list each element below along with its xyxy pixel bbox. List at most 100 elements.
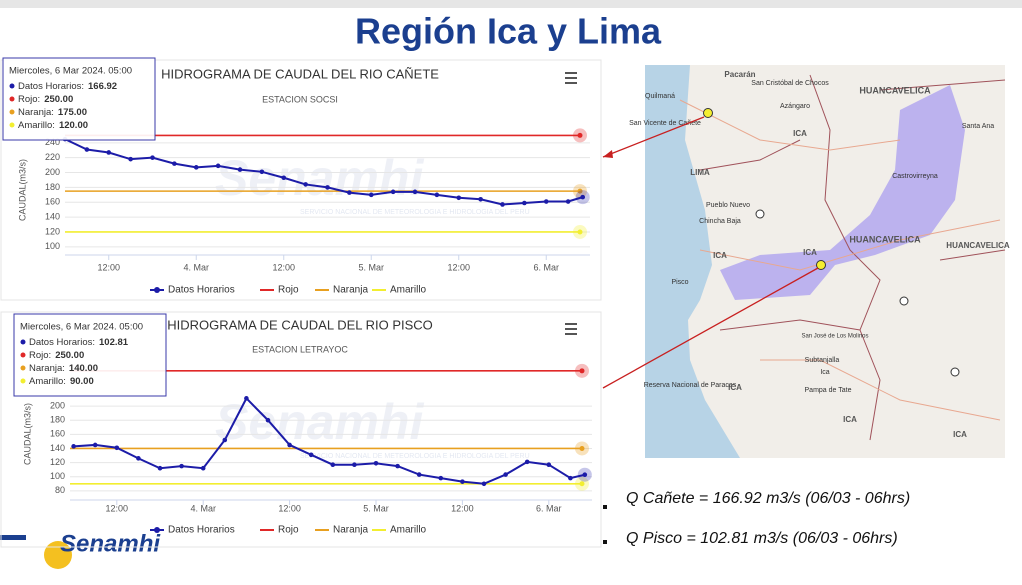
data-point <box>92 442 98 448</box>
watermark: Senamhi <box>215 394 425 450</box>
data-point <box>546 462 552 468</box>
legend-label: Datos Horarios <box>168 285 235 296</box>
data-point <box>565 199 571 204</box>
data-point <box>412 189 418 195</box>
x-tick-label: 5. Mar <box>363 503 389 513</box>
logo-bar <box>0 535 26 540</box>
y-tick-label: 100 <box>45 241 60 251</box>
data-point <box>157 465 163 471</box>
arrow-canete <box>602 116 705 158</box>
tooltip-dot <box>9 122 15 128</box>
data-point <box>281 175 287 181</box>
map-label: HUANCAVELICA <box>859 85 931 95</box>
y-tick-label: 160 <box>45 197 60 207</box>
data-point <box>456 195 462 201</box>
map-label: HUANCAVELICA <box>946 241 1010 250</box>
tooltip-line: Datos Horarios: 166.92 <box>18 81 117 92</box>
legend-label: Amarillo <box>390 525 427 536</box>
y-tick-label: 120 <box>45 226 60 236</box>
y-tick-label: 180 <box>45 182 60 192</box>
data-point <box>71 444 76 449</box>
menu-icon <box>565 72 577 74</box>
chart-frame <box>0 311 602 548</box>
data-point <box>478 196 483 202</box>
tooltip-value: 175.00 <box>58 107 87 118</box>
chart-subtitle: ESTACION SOCSI <box>262 94 338 104</box>
tooltip-dot <box>20 378 26 384</box>
data-point <box>106 150 112 155</box>
legend-dot <box>154 287 160 293</box>
y-tick-label: 120 <box>50 457 65 467</box>
tooltip-line: Rojo: 250.00 <box>18 94 73 105</box>
tooltip-value: 120.00 <box>59 120 88 131</box>
tooltip-dot <box>20 365 26 371</box>
arrow-head <box>603 150 613 158</box>
legend-label: Rojo <box>278 285 299 296</box>
tooltip <box>2 57 156 141</box>
data-point <box>368 192 374 198</box>
threshold-end <box>577 188 583 194</box>
tooltip-line: Datos Horarios: 102.81 <box>29 337 129 348</box>
bullet <box>603 505 607 509</box>
y-tick-label: 160 <box>50 429 65 439</box>
tooltip-header: Miercoles, 6 Mar 2024. 05:00 <box>9 66 132 77</box>
legend-label: Naranja <box>333 525 368 536</box>
data-point <box>325 185 330 190</box>
data-point <box>200 465 206 471</box>
note: Q Pisco = 102.81 m3/s (06/03 - 06hrs) <box>626 530 898 547</box>
x-tick-label: 12:00 <box>97 262 120 272</box>
tooltip-header: Miercoles, 6 Mar 2024. 05:00 <box>20 322 143 333</box>
data-point <box>259 169 265 175</box>
data-point <box>308 452 314 458</box>
menu-icon <box>565 328 577 330</box>
map-label: San Vicente de Cañete <box>629 120 701 127</box>
threshold-end <box>579 368 585 374</box>
map-label: ICA <box>713 251 727 260</box>
tooltip-value: 140.00 <box>69 363 98 374</box>
map-label: Subtanjalla <box>805 357 840 364</box>
data-point <box>481 481 487 487</box>
legend-label: Datos Horarios <box>168 525 235 536</box>
tooltip <box>13 313 167 397</box>
data-point <box>265 417 271 423</box>
map-point <box>950 367 960 377</box>
tooltip-dot <box>9 109 15 115</box>
logo-sun <box>44 541 72 569</box>
map-label: Pampa de Tate <box>805 387 852 394</box>
x-tick-label: 4. Mar <box>190 503 216 513</box>
threshold-end <box>579 481 585 487</box>
page-title: Región Ica y Lima <box>355 11 662 52</box>
data-point <box>193 165 199 170</box>
y-axis-label: CAUDAL(m3/s) <box>22 403 32 465</box>
watermark-org: SERVICIO NACIONAL DE METEOROLOGIA E HIDR… <box>300 209 530 216</box>
arrow-pisco <box>602 267 819 389</box>
map-label: Quilmaná <box>645 93 675 100</box>
x-tick-label: 12:00 <box>106 503 129 513</box>
map-label: ICA <box>953 430 967 439</box>
tooltip-value: 90.00 <box>70 376 94 387</box>
hover-halo <box>575 190 590 205</box>
data-point <box>179 463 184 469</box>
data-point <box>568 475 573 481</box>
note: Q Cañete = 166.92 m3/s (06/03 - 06hrs) <box>626 490 910 507</box>
x-tick-label: 6. Mar <box>533 262 559 272</box>
map-label: Pisco <box>671 279 688 286</box>
tooltip-value: 102.81 <box>99 337 129 348</box>
y-tick-label: 80 <box>55 485 65 495</box>
data-point <box>522 200 527 206</box>
data-point <box>434 192 440 198</box>
menu-icon <box>565 333 577 335</box>
data-point <box>303 182 308 187</box>
data-point <box>438 475 444 481</box>
tooltip-value: 250.00 <box>55 350 84 361</box>
tooltip-line: Naranja: 175.00 <box>18 107 87 118</box>
tooltip-line: Amarillo: 120.00 <box>18 120 88 131</box>
legend-label: Amarillo <box>390 285 427 296</box>
y-tick-label: 100 <box>50 471 65 481</box>
x-tick-label: 12:00 <box>451 503 474 513</box>
x-tick-label: 5. Mar <box>358 262 384 272</box>
tooltip-value: 250.00 <box>44 94 73 105</box>
menu-icon <box>565 82 577 84</box>
hover-halo <box>577 467 592 482</box>
map-label: ICA <box>843 415 857 424</box>
